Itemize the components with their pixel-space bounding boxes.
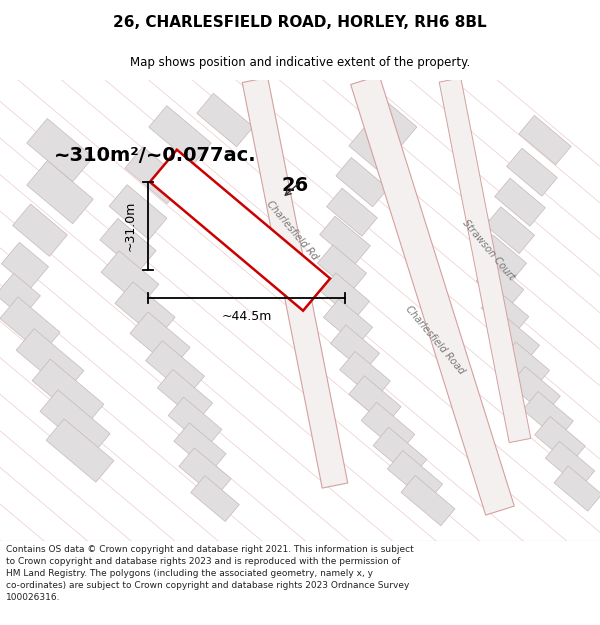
Polygon shape	[388, 451, 443, 503]
Text: Charlesfield Rd: Charlesfield Rd	[265, 199, 320, 262]
Polygon shape	[494, 178, 545, 226]
Polygon shape	[174, 423, 226, 472]
Polygon shape	[46, 419, 114, 482]
Polygon shape	[439, 78, 531, 442]
Polygon shape	[13, 204, 67, 256]
Polygon shape	[401, 476, 455, 526]
Text: ~31.0m: ~31.0m	[124, 201, 137, 251]
Polygon shape	[157, 369, 212, 421]
Polygon shape	[146, 341, 205, 396]
Polygon shape	[32, 359, 104, 426]
Polygon shape	[100, 218, 156, 272]
Polygon shape	[509, 366, 560, 414]
Polygon shape	[519, 116, 571, 165]
Polygon shape	[109, 185, 167, 239]
Polygon shape	[349, 127, 401, 177]
Polygon shape	[323, 299, 373, 346]
Polygon shape	[349, 376, 401, 425]
Text: Map shows position and indicative extent of the property.: Map shows position and indicative extent…	[130, 56, 470, 69]
Polygon shape	[0, 273, 40, 318]
Polygon shape	[317, 245, 367, 292]
Polygon shape	[320, 273, 370, 319]
Polygon shape	[179, 448, 231, 497]
Polygon shape	[16, 329, 84, 392]
Polygon shape	[1, 242, 49, 288]
Polygon shape	[101, 251, 159, 306]
Text: ~310m²/~0.077ac.: ~310m²/~0.077ac.	[53, 146, 256, 164]
Polygon shape	[150, 150, 330, 311]
Text: Charlesfield Road: Charlesfield Road	[404, 304, 466, 376]
Polygon shape	[40, 390, 110, 455]
Polygon shape	[500, 342, 550, 389]
Polygon shape	[130, 312, 190, 369]
Polygon shape	[149, 106, 211, 164]
Polygon shape	[242, 78, 348, 488]
Polygon shape	[523, 391, 574, 439]
Polygon shape	[506, 148, 557, 196]
Polygon shape	[27, 161, 93, 224]
Polygon shape	[554, 466, 600, 511]
Polygon shape	[340, 351, 391, 399]
Polygon shape	[490, 317, 539, 364]
Polygon shape	[481, 289, 529, 335]
Text: ~44.5m: ~44.5m	[221, 310, 272, 323]
Text: 26, CHARLESFIELD ROAD, HORLEY, RH6 8BL: 26, CHARLESFIELD ROAD, HORLEY, RH6 8BL	[113, 15, 487, 30]
Polygon shape	[350, 76, 514, 515]
Polygon shape	[191, 476, 239, 521]
Polygon shape	[478, 235, 527, 282]
Polygon shape	[326, 188, 377, 236]
Polygon shape	[361, 402, 415, 452]
Text: Strawson Court: Strawson Court	[460, 218, 516, 282]
Text: Contains OS data © Crown copyright and database right 2021. This information is : Contains OS data © Crown copyright and d…	[6, 545, 414, 601]
Polygon shape	[331, 325, 380, 372]
Polygon shape	[336, 158, 388, 207]
Polygon shape	[27, 119, 93, 182]
Polygon shape	[168, 397, 222, 448]
Polygon shape	[485, 207, 535, 254]
Text: 26: 26	[281, 176, 308, 194]
Polygon shape	[125, 147, 185, 204]
Polygon shape	[197, 93, 253, 147]
Polygon shape	[0, 297, 60, 354]
Polygon shape	[115, 282, 175, 339]
Polygon shape	[363, 95, 417, 146]
Polygon shape	[320, 216, 370, 264]
Polygon shape	[476, 262, 524, 308]
Polygon shape	[535, 416, 586, 464]
Polygon shape	[545, 441, 595, 488]
Polygon shape	[373, 428, 427, 478]
